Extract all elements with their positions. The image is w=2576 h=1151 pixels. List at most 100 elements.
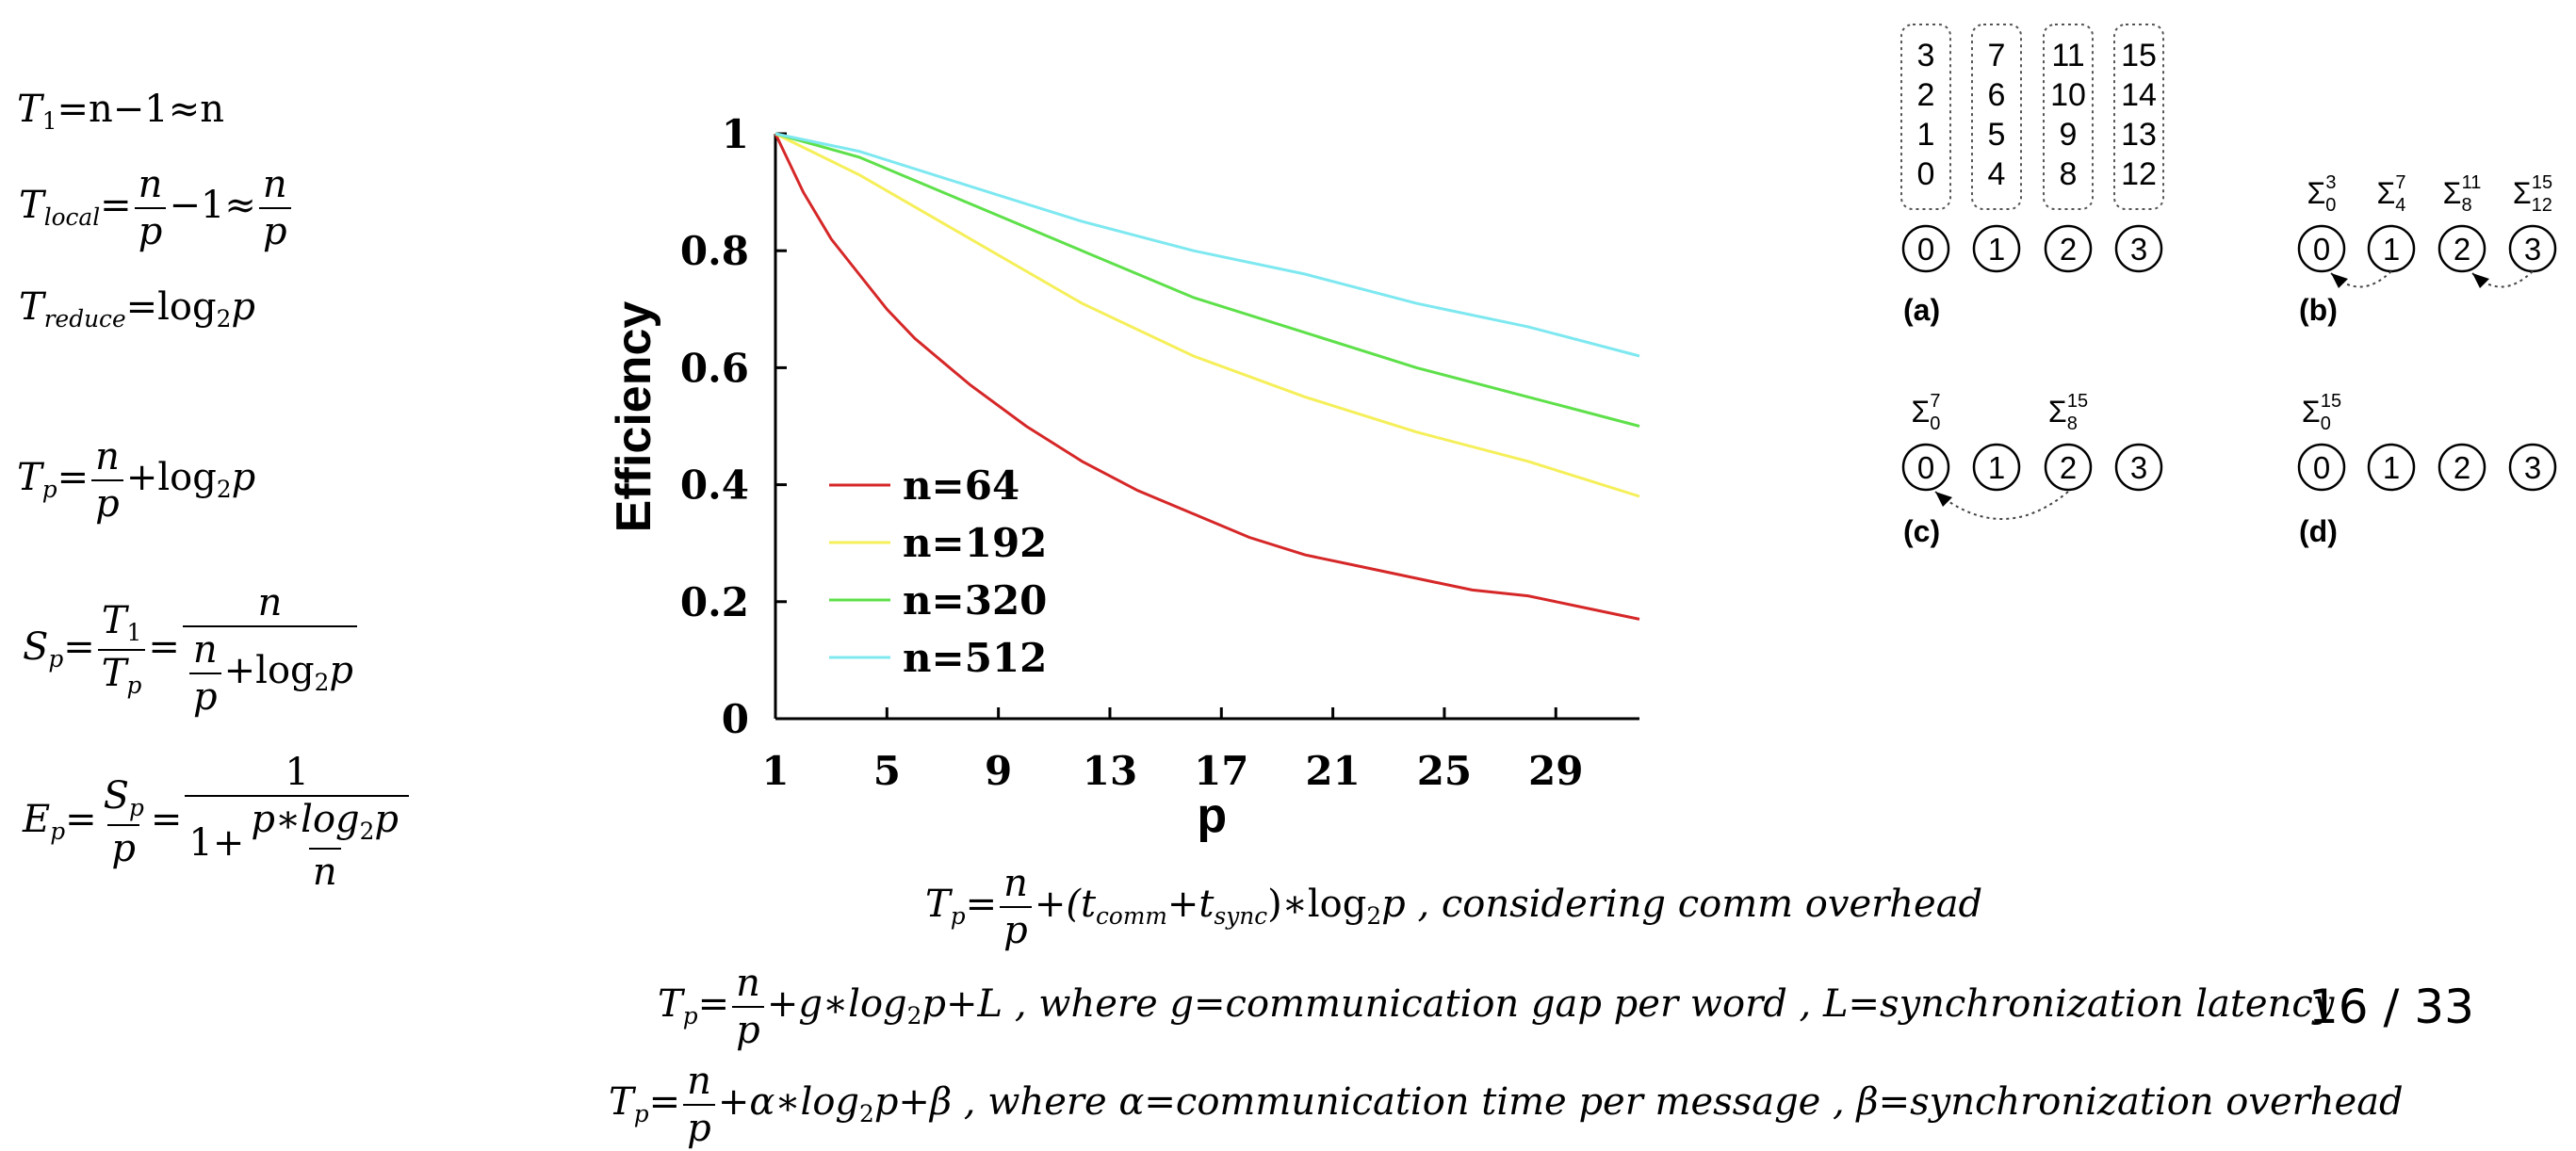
data-column	[2113, 24, 2164, 210]
process-label: 2	[2060, 232, 2077, 267]
process-label: 0	[1917, 450, 1934, 485]
slide-counter: 16 / 33	[2308, 980, 2474, 1034]
data-value: 15	[2121, 38, 2157, 73]
x-tick-label: 13	[1083, 748, 1137, 794]
data-value: 14	[2121, 77, 2157, 113]
data-column	[1971, 24, 2022, 210]
data-value: 4	[1988, 156, 2006, 192]
x-tick-label: 5	[873, 748, 901, 794]
process-label: 3	[2130, 450, 2147, 485]
formula-sp: Sp= T1 Tp = n n p +log2p	[23, 584, 360, 716]
formula-tlocal: Tlocal= n p −1≈ n p	[19, 166, 294, 251]
legend-label: n=512	[903, 635, 1047, 681]
process-label: 3	[2130, 232, 2147, 267]
legend-label: n=192	[903, 520, 1047, 566]
process-label: 1	[2383, 232, 2400, 267]
partial-sum: Σ47	[2376, 172, 2405, 216]
process-node	[1972, 224, 2021, 273]
y-tick-label: 0.6	[680, 345, 749, 391]
formula-t1: T1=n−1≈n	[17, 88, 224, 135]
partial-sum: Σ1215	[2513, 172, 2552, 216]
data-value: 9	[2060, 117, 2078, 153]
process-label: 1	[1988, 450, 2005, 485]
process-label: 3	[2524, 450, 2541, 485]
process-node	[2044, 224, 2093, 273]
process-label: 0	[2313, 232, 2330, 267]
formula-treduce: Treduce=log2p	[19, 285, 256, 332]
process-node	[2114, 224, 2163, 273]
process-node	[2437, 224, 2486, 273]
panel-label: (a)	[1903, 293, 1940, 327]
panel-label: (c)	[1903, 514, 1940, 548]
y-tick-label: 0.2	[680, 579, 749, 625]
partial-sum: Σ815	[2048, 391, 2088, 434]
formula-ep: Ep= Sp p = 1 1+ p∗log2p n	[23, 754, 412, 891]
process-label: 2	[2060, 450, 2077, 485]
partial-sum: Σ07	[1911, 391, 1940, 434]
process-node	[2367, 443, 2416, 492]
y-tick-label: 0	[722, 696, 749, 742]
process-node	[2437, 443, 2486, 492]
series-line-n=512	[774, 132, 1640, 358]
data-value: 2	[1917, 77, 1935, 113]
process-node	[2508, 443, 2557, 492]
process-node	[1901, 224, 1950, 273]
formula-alpha-beta: Tp= n p +α∗log2p+β , where α=communication …	[609, 1060, 2404, 1150]
reduce-arrow	[1934, 491, 2069, 520]
process-label: 0	[2313, 450, 2330, 485]
partial-sum: Σ015	[2302, 391, 2341, 434]
panel-label: (d)	[2299, 514, 2338, 548]
data-value: 0	[1917, 156, 1935, 192]
data-value: 8	[2060, 156, 2078, 192]
process-label: 1	[2383, 450, 2400, 485]
y-tick-label: 0.8	[680, 228, 749, 274]
x-tick-label: 25	[1417, 748, 1472, 794]
formula-comm-overhead: Tp= n p +(tcomm+tsync)∗log2p , considering …	[925, 862, 1983, 952]
y-axis-label: Efficiency	[607, 301, 661, 533]
process-node	[2297, 443, 2346, 492]
series-line-n=320	[774, 132, 1640, 428]
process-node	[1972, 443, 2021, 492]
process-node	[2114, 443, 2163, 492]
arrow-head	[1935, 492, 1952, 507]
y-tick-label: 0.4	[680, 462, 749, 509]
process-label: 3	[2524, 232, 2541, 267]
partial-sum: Σ811	[2443, 172, 2482, 216]
process-node	[2297, 224, 2346, 273]
process-label: 2	[2454, 232, 2470, 267]
partial-sum: Σ03	[2307, 172, 2336, 216]
y-tick-label: 1	[722, 111, 749, 157]
x-tick-label: 1	[761, 748, 789, 794]
data-column	[2043, 24, 2094, 210]
x-tick-label: 9	[985, 748, 1012, 794]
data-value: 5	[1988, 117, 2006, 153]
data-value: 1	[1917, 117, 1935, 153]
panel-label: (b)	[2299, 293, 2338, 327]
process-label: 2	[2454, 450, 2470, 485]
x-tick-label: 17	[1194, 748, 1248, 794]
x-tick-label: 29	[1528, 748, 1583, 794]
process-label: 0	[1917, 232, 1934, 267]
data-value: 12	[2121, 156, 2157, 192]
data-value: 3	[1917, 38, 1935, 73]
data-value: 7	[1988, 38, 2006, 73]
series-line-n=64	[774, 133, 1640, 621]
process-node	[1901, 443, 1950, 492]
efficiency-chart: 0 0.2 0.4 0.6 0.8 1 1 5 9 13 17 21 25 29 p Efficiency n…	[607, 111, 1640, 843]
data-value: 11	[2051, 38, 2084, 73]
arrow-head	[2472, 273, 2489, 288]
arrow-head	[2331, 273, 2348, 288]
legend-label: n=320	[903, 577, 1047, 624]
series-line-n=192	[774, 132, 1640, 498]
x-axis-label: p	[1197, 788, 1227, 843]
data-value: 6	[1988, 77, 2006, 113]
formula-bsp: Tp= n p +g∗log2p+L , where g=communication …	[658, 962, 2335, 1052]
data-value: 10	[2050, 77, 2086, 113]
data-column	[1900, 24, 1951, 210]
legend-label: n=64	[903, 462, 1019, 509]
x-tick-label: 21	[1305, 748, 1360, 794]
data-value: 13	[2121, 117, 2157, 153]
formula-tp: Tp= n p +log2p	[17, 435, 256, 526]
process-node	[2044, 443, 2093, 492]
